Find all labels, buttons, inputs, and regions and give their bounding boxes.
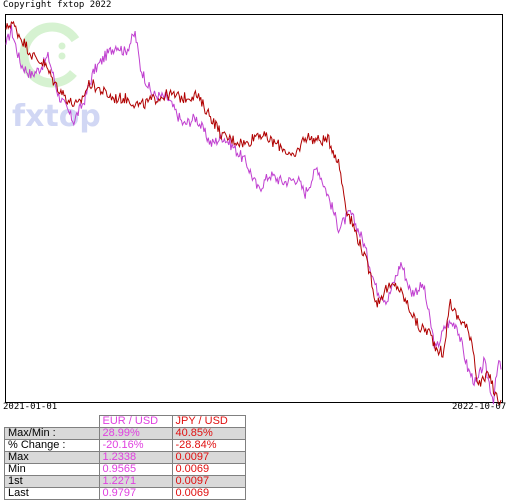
stats-row-jpy-value: 0.0097 bbox=[171, 451, 246, 464]
stats-row-label: Last bbox=[4, 487, 100, 500]
stats-row-jpy-value: 0.0069 bbox=[171, 463, 246, 476]
stats-row-eur-value: -20.16% bbox=[98, 439, 173, 452]
stats-row-jpy-value: -28.84% bbox=[171, 439, 246, 452]
stats-row-label: Min bbox=[4, 463, 100, 476]
stats-row-label: Max bbox=[4, 451, 100, 464]
x-axis-end-label: 2022-10-07 bbox=[452, 402, 507, 412]
stats-row: Max/Min :28.99% 40.85% bbox=[4, 427, 246, 440]
stats-header-jpy: JPY / USD bbox=[171, 415, 246, 428]
stats-row: Last 0.9797 0.0069 bbox=[4, 487, 246, 500]
stats-row-label: Max/Min : bbox=[4, 427, 100, 440]
stats-row-eur-value: 0.9797 bbox=[98, 487, 173, 500]
stats-row-label: % Change : bbox=[4, 439, 100, 452]
watermark-text: fxtop bbox=[12, 99, 101, 134]
stats-row-eur-value: 1.2271 bbox=[98, 475, 173, 488]
stats-row: Max 1.2338 0.0097 bbox=[4, 451, 246, 464]
chart-area: fxtop bbox=[5, 14, 503, 406]
stats-row-jpy-value: 0.0069 bbox=[171, 487, 246, 500]
stats-row-jpy-value: 0.0097 bbox=[171, 475, 246, 488]
stats-row: 1st 1.2271 0.0097 bbox=[4, 475, 246, 488]
stats-row-eur-value: 1.2338 bbox=[98, 451, 173, 464]
fxtop-watermark: fxtop bbox=[12, 22, 101, 134]
x-axis-start-label: 2021-01-01 bbox=[3, 402, 58, 412]
stats-row-eur-value: 0.9565 bbox=[98, 463, 173, 476]
stats-header-row: EUR / USD JPY / USD bbox=[4, 415, 246, 428]
copyright-text: Copyright fxtop 2022 bbox=[3, 0, 112, 10]
stats-header-blank bbox=[4, 415, 100, 428]
jpy-usd-series-line bbox=[5, 20, 502, 406]
stats-table: EUR / USD JPY / USD Max/Min :28.99% 40.85… bbox=[4, 415, 246, 500]
stats-row-eur-value: 28.99% bbox=[98, 427, 173, 440]
eur-usd-series-line bbox=[5, 24, 502, 405]
stats-row: % Change : -20.16% -28.84% bbox=[4, 439, 246, 452]
stats-row-label: 1st bbox=[4, 475, 100, 488]
stats-row-jpy-value: 40.85% bbox=[171, 427, 246, 440]
stats-row: Min 0.9565 0.0069 bbox=[4, 463, 246, 476]
stats-header-eur: EUR / USD bbox=[98, 415, 173, 428]
